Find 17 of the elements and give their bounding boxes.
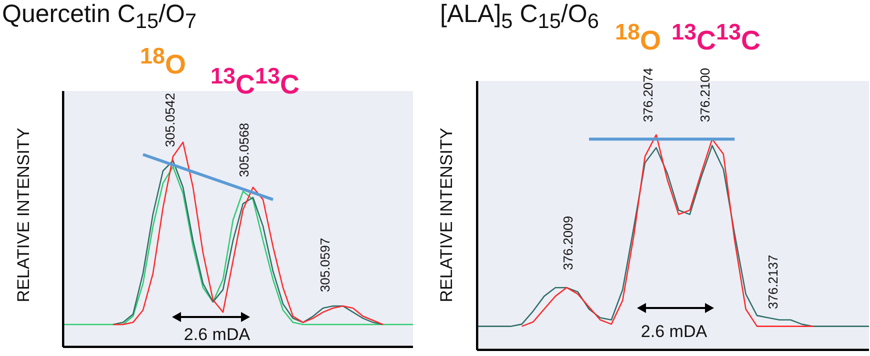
annotation: 305.0568 [236,122,252,178]
text: $^{13}$C$^{13}$C [671,20,761,56]
chart-title: [ALA]$_{5}$ C$_{15}$/O$_{6}$ [440,0,599,34]
y-axis-title: RELATIVE INTENSITY [437,128,457,302]
annotation: 2.6 mDA [640,322,708,342]
annotation: 376.2137 [766,254,780,310]
annotation: 2.6 mDA [184,325,250,345]
text: $^{18}$O [140,44,186,80]
y-axis-title: RELATIVE INTENSITY [14,128,34,302]
text: 376.2074 [640,68,656,122]
text: 376.2100 [698,68,712,122]
annotation: 305.0542 [162,92,178,148]
text: $^{13}$C$^{13}$C [210,64,300,100]
chart-title: Quercetin C$_{15}$/O$_{7}$ [2,0,197,34]
annotation: 305.0597 [318,238,332,292]
annotation: 376.2009 [560,216,576,270]
text: $^{18}$O [614,20,662,56]
